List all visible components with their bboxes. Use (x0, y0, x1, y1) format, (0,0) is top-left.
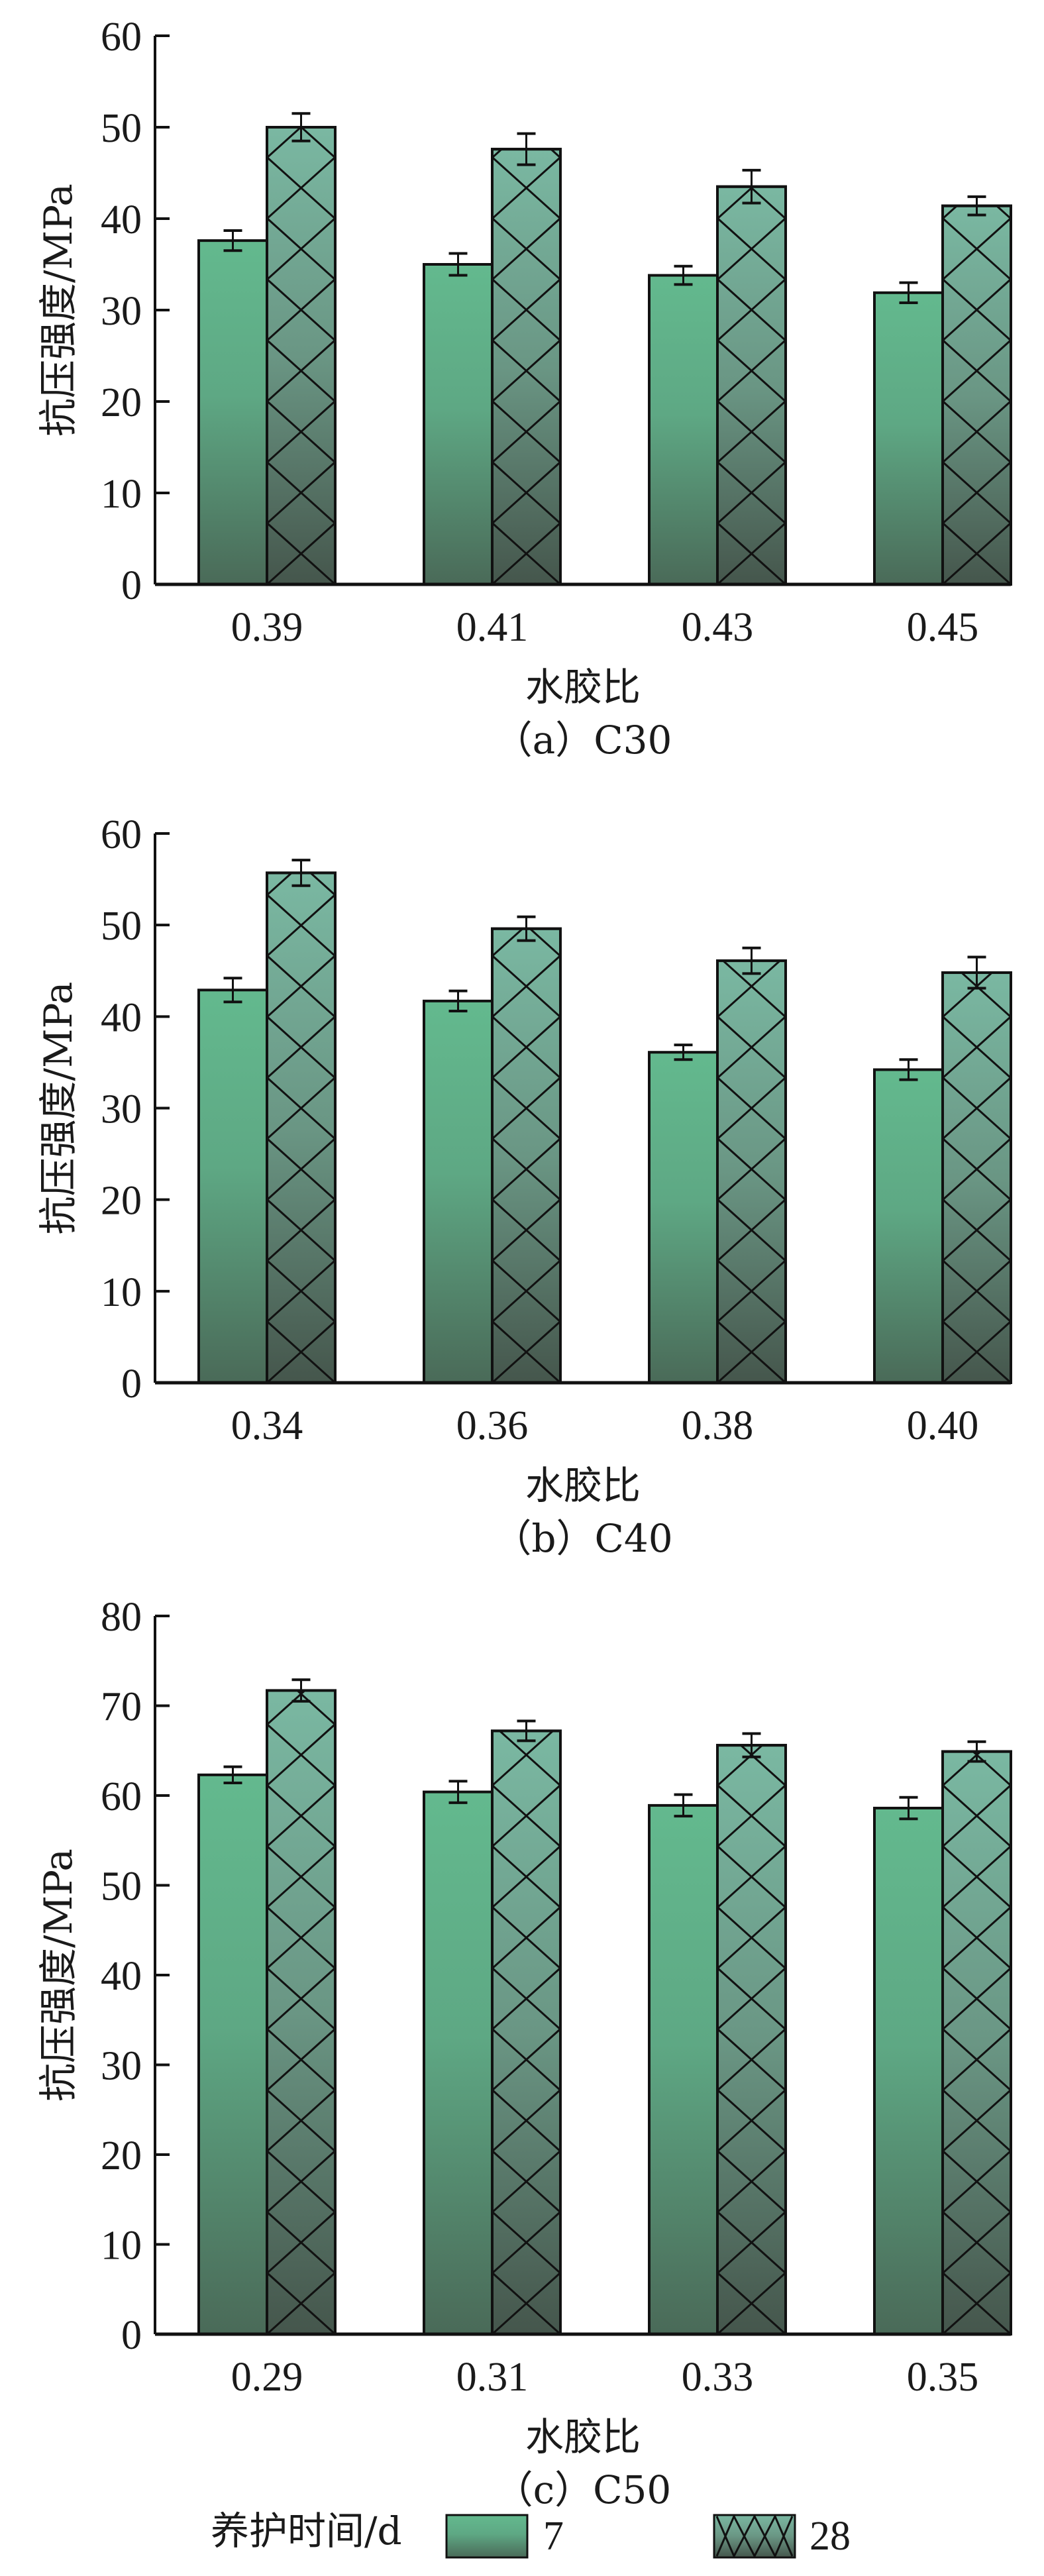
y-tick-label: 30 (101, 2044, 142, 2089)
chart-panel-0: 0 10 20 30 40 50 60 抗压强度/MPa 0.39 0.41 0.43 0.45 水胶比… (36, 15, 1012, 763)
x-tick-label: 0.40 (907, 1403, 979, 1448)
x-tick-label: 0.34 (231, 1403, 303, 1448)
x-tick-label: 0.43 (682, 605, 754, 650)
x-tick-label: 0.41 (456, 605, 529, 650)
legend-swatch-7 (445, 2514, 529, 2559)
y-tick-label: 60 (101, 1774, 142, 1819)
bar-28d-0.39 (266, 126, 337, 586)
hatch-pattern (492, 1731, 560, 2334)
hatch-pattern (267, 1690, 335, 2335)
y-tick-label: 10 (101, 1270, 142, 1315)
hatch-pattern (492, 149, 560, 584)
legend-label-28: 28 (809, 2514, 851, 2559)
x-tick-label: 0.29 (231, 2355, 303, 2400)
y-tick-label: 20 (101, 1179, 142, 1224)
bar-7d-0.31 (423, 1790, 494, 2336)
y-tick-label: 80 (101, 1595, 142, 1640)
bar-7d-0.34 (197, 989, 268, 1384)
y-tick-label: 20 (101, 380, 142, 425)
bar-7d-0.35 (873, 1806, 944, 2335)
hatch-pattern (267, 873, 335, 1383)
x-tick-label: 0.35 (907, 2355, 979, 2400)
y-tick-label: 60 (101, 15, 142, 60)
y-tick-label: 50 (101, 106, 142, 151)
y-tick-label: 40 (101, 197, 142, 242)
y-tick-label: 10 (101, 472, 142, 517)
bar-28d-0.43 (716, 185, 787, 586)
chart-panel-1: 0 10 20 30 40 50 60 抗压强度/MPa 0.34 0.36 0.38 0.40 水胶比… (36, 812, 1012, 1561)
y-tick-label: 20 (101, 2133, 142, 2178)
x-axis-label: 水胶比 (525, 2414, 641, 2459)
x-tick-label: 0.39 (231, 605, 303, 650)
legend-title: 养护时间/d (211, 2508, 402, 2553)
bar-7d-0.45 (873, 291, 944, 586)
y-tick-label: 0 (121, 1362, 142, 1407)
legend-label-7: 7 (543, 2514, 564, 2559)
chart-title: （b）C40 (493, 1516, 672, 1561)
y-tick-label: 60 (101, 812, 142, 857)
y-tick-label: 50 (101, 904, 142, 949)
x-axis-label: 水胶比 (525, 1463, 641, 1508)
hatch-pattern (492, 928, 560, 1383)
bar-7d-0.38 (648, 1051, 719, 1385)
x-tick-label: 0.33 (682, 2355, 754, 2400)
bar-28d-0.41 (491, 148, 562, 586)
y-tick-label: 30 (101, 289, 142, 334)
y-tick-label: 70 (101, 1685, 142, 1730)
bar-28d-0.38 (716, 959, 787, 1384)
legend: 养护时间/d 7 28 (211, 2508, 851, 2559)
bar-28d-0.34 (266, 871, 337, 1384)
y-tick-label: 40 (101, 1954, 142, 1999)
y-tick-label: 0 (121, 2313, 142, 2358)
hatch-pattern (717, 961, 786, 1383)
y-tick-label: 30 (101, 1087, 142, 1132)
hatch-pattern (267, 127, 335, 584)
bar-28d-0.40 (941, 971, 1012, 1384)
legend-swatch-28 (713, 2514, 796, 2559)
bar-7d-0.33 (648, 1803, 719, 2335)
bar-28d-0.36 (491, 927, 562, 1384)
bar-7d-0.43 (648, 274, 719, 586)
y-axis-label: 抗压强度/MPa (36, 184, 81, 437)
chart-title: （a）C30 (494, 718, 672, 763)
x-tick-label: 0.36 (456, 1403, 529, 1448)
bar-7d-0.36 (423, 999, 494, 1384)
bar-28d-0.29 (266, 1689, 337, 2336)
bar-28d-0.45 (941, 204, 1012, 586)
bar-7d-0.29 (197, 1773, 268, 2335)
y-tick-label: 10 (101, 2224, 142, 2269)
bar-28d-0.33 (716, 1744, 787, 2336)
y-tick-label: 50 (101, 1864, 142, 1909)
x-axis-label: 水胶比 (525, 665, 641, 710)
x-tick-label: 0.38 (682, 1403, 754, 1448)
x-tick-label: 0.45 (907, 605, 979, 650)
hatch-pattern (943, 205, 1011, 584)
y-axis-label: 抗压强度/MPa (36, 982, 81, 1235)
chart-panel-2: 0 10 20 30 40 50 60 70 80 抗压强度/MPa 0.29 0.31 0.33 0.3… (36, 1595, 1012, 2512)
y-axis-label: 抗压强度/MPa (36, 1849, 81, 2102)
bar-7d-0.39 (197, 239, 268, 586)
y-tick-label: 40 (101, 995, 142, 1040)
bar-7d-0.40 (873, 1068, 944, 1384)
y-tick-label: 0 (121, 563, 142, 608)
x-tick-label: 0.31 (456, 2355, 529, 2400)
chart-title: （c）C50 (495, 2467, 672, 2512)
bar-7d-0.41 (423, 263, 494, 586)
bar-28d-0.35 (941, 1750, 1012, 2335)
